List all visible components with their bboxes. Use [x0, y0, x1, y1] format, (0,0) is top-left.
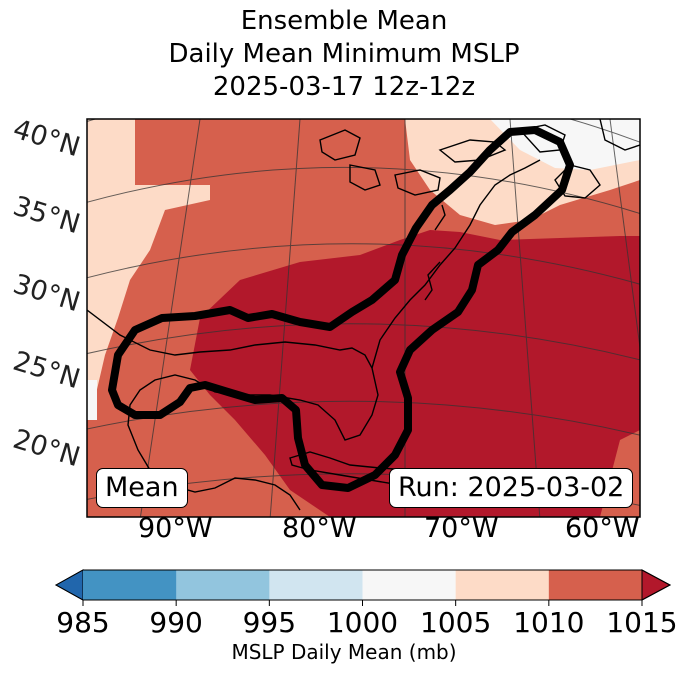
colorbar-label: MSLP Daily Mean (mb)	[231, 640, 457, 664]
colorbar-tick-label: 1010	[513, 606, 585, 639]
lon-label-60w: 60°W	[565, 513, 640, 544]
colorbar-segment	[548, 570, 643, 600]
colorbar-tick-label: 985	[56, 606, 110, 639]
lon-label-70w: 70°W	[424, 513, 499, 544]
map-frame	[86, 118, 641, 518]
colorbar-tick-label: 990	[149, 606, 203, 639]
run-label-box: Run: 2025-03-02	[389, 468, 634, 508]
field-995-1000-w	[87, 380, 97, 420]
title-line-2: Daily Mean Minimum MSLP	[168, 39, 520, 69]
colorbar-segment	[269, 570, 363, 600]
colorbar-segment	[455, 570, 550, 600]
lon-label-90w: 90°W	[138, 513, 213, 544]
title-line-3: 2025-03-17 12z-12z	[212, 72, 476, 102]
colorbar-tick-label: 1015	[606, 606, 678, 639]
colorbar-segment	[362, 570, 457, 600]
title-line-1: Ensemble Mean	[240, 6, 448, 36]
colorbar	[54, 569, 672, 606]
colorbar-segment	[176, 570, 270, 600]
mean-label-box: Mean	[96, 468, 188, 508]
colorbar-extend-low	[54, 569, 84, 601]
contour-1015	[108, 126, 574, 492]
colorbar-tick-label: 1005	[420, 606, 492, 639]
field-1000-1005-west	[87, 119, 210, 400]
lon-label-80w: 80°W	[282, 513, 357, 544]
map-figure	[86, 118, 641, 518]
colorbar-extend-high	[641, 569, 672, 601]
colorbar-tick-label: 1000	[326, 606, 399, 639]
colorbar-tick-label: 995	[242, 606, 297, 639]
colorbar-segment	[83, 570, 177, 600]
